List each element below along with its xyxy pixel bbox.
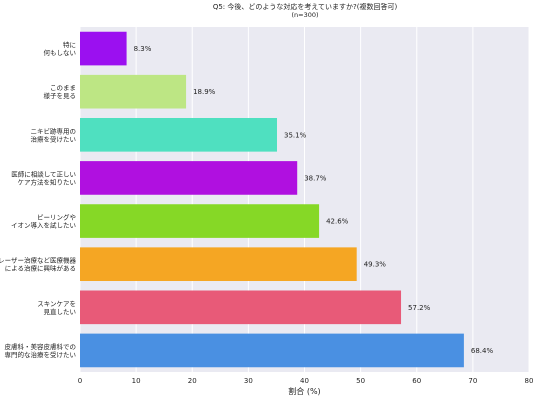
category-label: ニキビ跡専用の: [31, 126, 77, 135]
bar: [80, 333, 464, 368]
category-label: 専門的な治療を受けたい: [5, 350, 77, 359]
category-label: 様子を見る: [44, 91, 77, 100]
category-label: 医師に相談して正しい: [11, 169, 76, 178]
category-label: ケア方法を知りたい: [18, 177, 77, 186]
x-axis-label: 割合 (%): [288, 386, 320, 396]
value-labels: 8.3% 18.9% 35.1% 38.7% 42.6% 49.3% 57.2% 68.4%: [134, 45, 494, 355]
x-tick-label: 0: [78, 377, 82, 385]
category-label: スキンケアを: [37, 300, 76, 308]
category-labels: 特に何もしないこのまま様子を見るニキビ跡専用の治療を受けたい医師に相談して正しい…: [0, 40, 76, 359]
value-label: 8.3%: [134, 45, 152, 53]
chart-title: Q5: 今後、どのような対応を考えていますか?(複数回答可): [213, 2, 398, 11]
category-label: レーザー治療など医療機器: [0, 256, 76, 265]
category-label: 見直したい: [44, 307, 77, 316]
category-label: 皮膚科・美容皮膚科での: [5, 342, 77, 351]
bars: [80, 31, 464, 368]
value-label: 35.1%: [284, 131, 307, 139]
category-label: このまま: [50, 84, 76, 92]
bar: [80, 74, 187, 109]
x-tick-label: 70: [468, 377, 477, 385]
chart-subtitle: (n=300): [291, 11, 318, 19]
bar: [80, 161, 298, 195]
bar: [80, 117, 277, 152]
bar: [80, 31, 127, 66]
x-tick-labels: 0 10 20 30 40 50 60 70 80: [78, 377, 534, 385]
x-tick-label: 30: [244, 377, 253, 385]
x-tick-label: 50: [356, 377, 365, 385]
category-label: 何もしない: [44, 48, 77, 57]
category-label: イオン導入を試したい: [11, 221, 76, 230]
bar: [80, 247, 357, 282]
value-label: 49.3%: [364, 261, 387, 269]
x-tick-label: 60: [412, 377, 421, 385]
x-tick-label: 80: [525, 377, 534, 385]
x-tick-label: 40: [300, 377, 309, 385]
category-label: 特に: [63, 40, 76, 49]
value-label: 57.2%: [408, 304, 431, 312]
value-label: 18.9%: [193, 88, 216, 96]
value-label: 38.7%: [304, 174, 327, 182]
x-tick-label: 10: [132, 377, 141, 385]
x-tick-label: 20: [188, 377, 197, 385]
bar: [80, 204, 320, 238]
category-label: ピーリングや: [37, 213, 76, 222]
category-label: 治療を受けたい: [31, 134, 77, 143]
category-label: による治療に興味がある: [5, 264, 76, 273]
bar: [80, 290, 402, 325]
value-label: 68.4%: [471, 347, 494, 355]
value-label: 42.6%: [326, 218, 349, 226]
